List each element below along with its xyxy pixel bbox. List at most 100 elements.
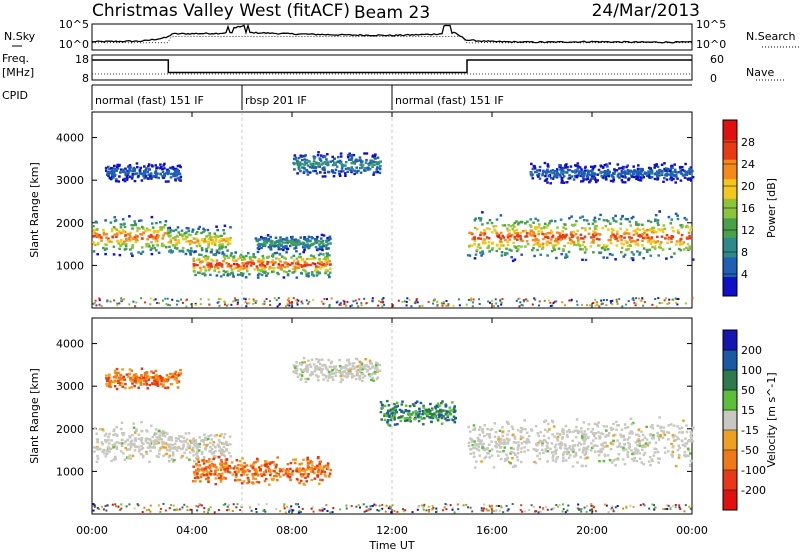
power-cell-band-7 bbox=[589, 179, 592, 182]
power-cell-band-6 bbox=[668, 247, 672, 251]
velocity-cell-band-6 bbox=[437, 414, 441, 418]
velocity-cell-band-5 bbox=[478, 442, 482, 445]
power-cell-band-6 bbox=[591, 222, 595, 225]
velocity-cell-band-6 bbox=[427, 410, 430, 413]
velocity-cell-band-5 bbox=[544, 448, 548, 451]
velocity-cell-band-5 bbox=[580, 464, 584, 468]
velocity-cell-band-3 bbox=[158, 374, 162, 378]
power-cell-band-6 bbox=[684, 225, 688, 229]
velocity-cell-band-2 bbox=[213, 463, 217, 467]
power-cell-band-0 bbox=[131, 237, 134, 240]
velocity-cell-band-3 bbox=[165, 380, 168, 383]
power-cell-band-6 bbox=[552, 247, 556, 250]
velocity-cell-band-6 bbox=[417, 414, 420, 417]
power-ground-cell bbox=[284, 305, 287, 308]
power-cell-band-2 bbox=[251, 259, 254, 263]
power-cell-band-6 bbox=[655, 230, 658, 234]
power-cell-band-0 bbox=[163, 223, 167, 227]
velocity-cell-band-2 bbox=[209, 472, 212, 476]
power-cell-band-2 bbox=[243, 258, 246, 261]
velocity-cell-band-6 bbox=[393, 407, 396, 411]
velocity-cell-band-2 bbox=[222, 462, 226, 466]
power-cell-band-4 bbox=[149, 175, 152, 178]
velocity-cell-band-5 bbox=[582, 446, 586, 450]
velocity-cell-band-5 bbox=[571, 446, 575, 450]
power-ground-cell bbox=[180, 298, 183, 301]
power-cell-band-2 bbox=[295, 250, 298, 253]
velocity-cell-band-5 bbox=[523, 450, 526, 453]
velocity-cell-band-2 bbox=[234, 479, 237, 482]
power-cell-band-7 bbox=[673, 170, 677, 173]
power-cell-band-6 bbox=[520, 239, 523, 242]
power-cell-band-2 bbox=[282, 256, 286, 259]
power-ground-cell bbox=[568, 299, 571, 302]
power-cell-band-5 bbox=[302, 166, 306, 169]
velocity-cell-band-5 bbox=[653, 451, 657, 454]
power-cell-band-4 bbox=[140, 179, 144, 182]
power-ground-cell bbox=[269, 304, 272, 306]
velocity-cell-band-6 bbox=[415, 412, 418, 415]
velocity-cell-band-4 bbox=[356, 373, 359, 376]
velocity-cell-band-1 bbox=[185, 448, 188, 451]
power-ground-cell bbox=[360, 302, 363, 305]
velocity-cell-band-6 bbox=[400, 410, 403, 413]
power-cell-band-6 bbox=[562, 235, 566, 239]
velocity-cell-band-4 bbox=[361, 368, 364, 371]
power-ground-cell bbox=[349, 305, 352, 308]
velocity-cell-band-5 bbox=[618, 442, 621, 445]
velocity-cell-band-5 bbox=[505, 458, 509, 461]
power-cell-band-3 bbox=[269, 245, 273, 249]
velocity-cell-band-5 bbox=[645, 438, 649, 441]
power-cell-band-6 bbox=[674, 212, 678, 215]
velocity-cell-band-0 bbox=[157, 438, 160, 441]
velocity-cell-band-1 bbox=[206, 437, 210, 441]
velocity-cell-band-2 bbox=[245, 464, 249, 467]
power-cell-band-6 bbox=[511, 259, 515, 263]
velocity-cell-band-2 bbox=[285, 472, 288, 475]
power-ground-cell bbox=[152, 299, 155, 302]
velocity-cell-band-5 bbox=[545, 444, 549, 448]
power-cell-band-2 bbox=[196, 258, 199, 262]
power-cell-band-7 bbox=[546, 163, 550, 166]
power-y-tick: 3000 bbox=[56, 174, 84, 187]
power-cell-band-3 bbox=[283, 241, 287, 244]
power-cell-band-2 bbox=[324, 268, 328, 272]
velocity-cell-band-1 bbox=[199, 439, 203, 442]
velocity-cell-band-6 bbox=[383, 414, 386, 418]
power-cell-band-0 bbox=[112, 245, 116, 248]
power-ground-cell bbox=[320, 300, 323, 303]
velocity-cell-band-5 bbox=[503, 459, 507, 462]
power-cell-band-7 bbox=[663, 162, 666, 165]
power-ground-cell bbox=[305, 299, 308, 302]
velocity-cell-band-5 bbox=[685, 424, 688, 427]
velocity-cell-band-3 bbox=[127, 375, 130, 378]
velocity-cell-band-3 bbox=[171, 375, 174, 378]
velocity-cell-band-5 bbox=[660, 429, 663, 433]
power-ground-cell bbox=[275, 299, 278, 302]
power-cell-band-2 bbox=[241, 274, 244, 277]
power-cell-band-1 bbox=[167, 231, 170, 235]
power-ground-cell bbox=[161, 299, 164, 302]
power-cell-band-6 bbox=[593, 216, 597, 219]
power-cell-band-7 bbox=[647, 175, 651, 178]
power-ground-cell bbox=[410, 305, 413, 308]
velocity-cell-band-4 bbox=[326, 368, 329, 371]
velocity-cell-band-5 bbox=[542, 451, 545, 454]
power-cell-band-5 bbox=[308, 171, 312, 174]
power-ground-cell bbox=[194, 304, 197, 306]
velocity-cell-band-5 bbox=[472, 424, 476, 427]
power-cell-band-3 bbox=[303, 237, 306, 241]
power-cell-band-1 bbox=[177, 231, 181, 234]
power-cell-band-2 bbox=[232, 256, 236, 259]
power-cell-band-4 bbox=[126, 169, 129, 173]
velocity-cell-band-5 bbox=[638, 457, 642, 460]
velocity-cell-band-0 bbox=[146, 446, 150, 449]
power-cell-band-1 bbox=[225, 237, 229, 240]
velocity-cell-band-5 bbox=[684, 454, 688, 457]
power-cell-band-2 bbox=[252, 253, 255, 256]
velocity-cell-band-5 bbox=[473, 466, 477, 469]
power-cell-band-2 bbox=[293, 269, 297, 272]
power-cell-band-6 bbox=[678, 240, 682, 243]
power-cell-band-6 bbox=[636, 223, 640, 227]
power-cell-band-2 bbox=[307, 272, 310, 275]
